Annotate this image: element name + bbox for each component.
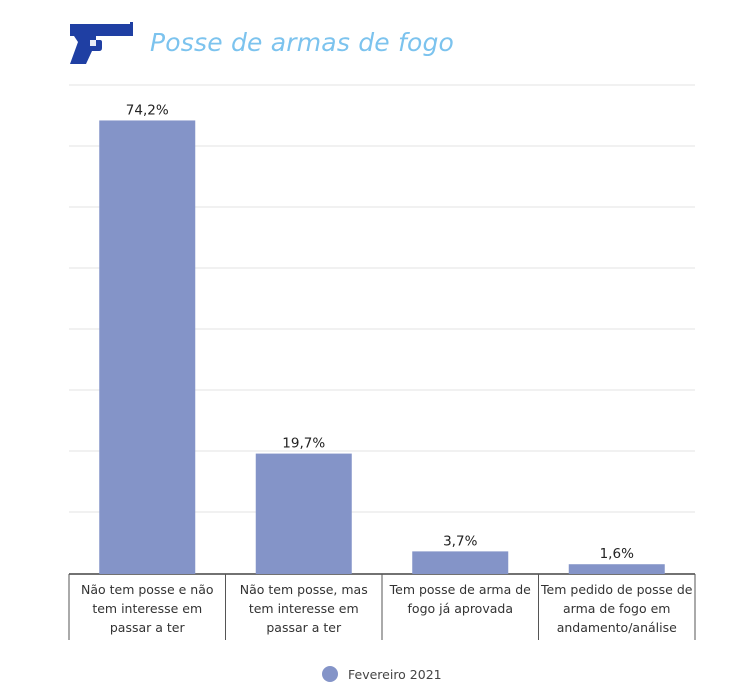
bar [255, 453, 352, 574]
data-label: 1,6% [600, 546, 634, 562]
category-label: Não tem posse e não tem interesse em pas… [80, 582, 214, 635]
data-label: 3,7% [443, 533, 477, 549]
pistol-icon [70, 22, 133, 64]
category-label: Tem pedido de posse de arma de fogo em a… [541, 582, 693, 635]
chart-header: Posse de armas de fogo [66, 18, 454, 66]
chart-title: Posse de armas de fogo [150, 27, 455, 57]
bar [568, 564, 665, 574]
data-label: 74,2% [126, 102, 169, 118]
legend: Fevereiro 2021 [322, 666, 442, 682]
legend-label: Fevereiro 2021 [348, 666, 442, 682]
category-label: Tem posse de arma de fogo já aprovada [389, 582, 531, 616]
legend-swatch [322, 666, 338, 682]
category-label: Não tem posse, mas tem interesse em pass… [239, 582, 368, 635]
bar [412, 551, 509, 574]
bar [99, 120, 196, 574]
data-label: 19,7% [282, 436, 325, 452]
